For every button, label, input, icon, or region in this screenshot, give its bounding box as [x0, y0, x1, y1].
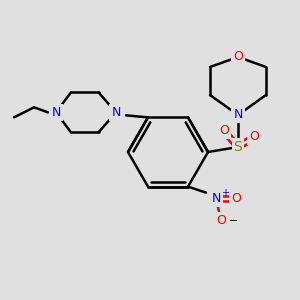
Text: −: −: [229, 216, 238, 226]
Text: N: N: [211, 192, 221, 205]
Text: S: S: [234, 140, 242, 154]
Text: O: O: [249, 130, 259, 143]
Text: N: N: [233, 109, 243, 122]
Text: O: O: [216, 214, 226, 227]
Text: N: N: [51, 106, 61, 119]
Text: O: O: [231, 192, 241, 205]
Text: N: N: [111, 106, 121, 119]
Text: +: +: [221, 188, 229, 198]
Text: O: O: [219, 124, 229, 137]
Text: O: O: [233, 50, 243, 64]
